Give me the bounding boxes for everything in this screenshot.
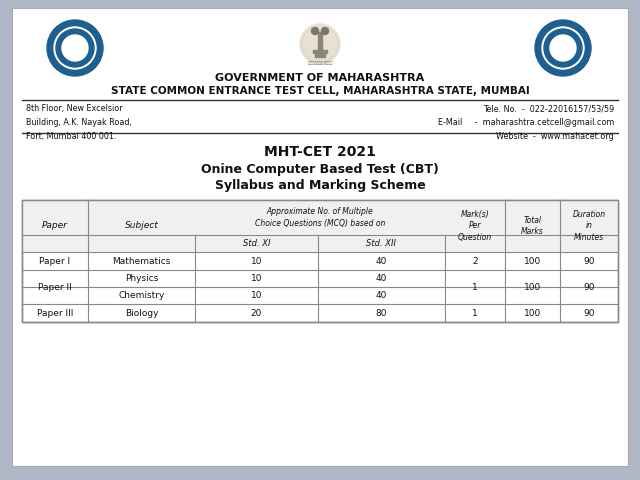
Text: 40: 40 — [376, 256, 387, 265]
Text: CET: CET — [67, 41, 83, 50]
Text: MHT-CET 2021: MHT-CET 2021 — [264, 145, 376, 159]
Text: Paper III: Paper III — [37, 309, 73, 317]
Circle shape — [47, 20, 103, 76]
Text: Biology: Biology — [125, 309, 158, 317]
Bar — [22, 200, 618, 322]
Circle shape — [542, 27, 584, 69]
Bar — [318, 32, 322, 50]
Text: 100: 100 — [524, 283, 541, 291]
Text: Paper II: Paper II — [38, 283, 72, 291]
Text: 10: 10 — [251, 291, 262, 300]
Text: 1: 1 — [472, 309, 478, 317]
Text: Approximate No. of Multiple
Choice Questions (MCQ) based on: Approximate No. of Multiple Choice Quest… — [255, 207, 385, 228]
Circle shape — [535, 20, 591, 76]
Text: STATE COMMON ENTRANCE TEST CELL, MAHARASHTRA STATE, MUMBAI: STATE COMMON ENTRANCE TEST CELL, MAHARAS… — [111, 86, 529, 96]
Text: Tele. No.  -  022-22016157/53/59
E-Mail     -  maharashtra.cetcell@gmail.com
Web: Tele. No. - 022-22016157/53/59 E-Mail - … — [438, 104, 614, 141]
Circle shape — [550, 35, 576, 61]
Text: 80: 80 — [376, 309, 387, 317]
Text: सत्यमेव जयते: सत्यमेव जयते — [308, 61, 332, 65]
Text: 20: 20 — [251, 309, 262, 317]
Text: 90: 90 — [583, 283, 595, 291]
Text: Subject: Subject — [125, 221, 158, 230]
Text: 8th Floor, New Excelsior
Building, A.K. Nayak Road,
Fort, Mumbai 400 001.: 8th Floor, New Excelsior Building, A.K. … — [26, 104, 132, 141]
Circle shape — [300, 24, 340, 64]
Circle shape — [62, 35, 88, 61]
Text: Duration
in
Minutes: Duration in Minutes — [572, 210, 605, 242]
Bar — [315, 53, 325, 57]
Text: 10: 10 — [251, 256, 262, 265]
Text: Physics: Physics — [125, 274, 158, 283]
Text: GOVERNMENT OF MAHARASHTRA: GOVERNMENT OF MAHARASHTRA — [216, 73, 424, 83]
Bar — [22, 200, 618, 322]
Circle shape — [321, 27, 328, 35]
Text: 90: 90 — [583, 256, 595, 265]
Text: Mark(s)
Per
Question: Mark(s) Per Question — [458, 210, 492, 242]
Text: 40: 40 — [376, 291, 387, 300]
Text: Paper I: Paper I — [40, 256, 70, 265]
Circle shape — [312, 27, 319, 35]
Text: Onine Computer Based Test (CBT): Onine Computer Based Test (CBT) — [201, 164, 439, 177]
Text: ARA: ARA — [554, 44, 572, 52]
Text: 100: 100 — [524, 256, 541, 265]
Text: 100: 100 — [524, 309, 541, 317]
Text: Mathematics: Mathematics — [112, 256, 171, 265]
Circle shape — [544, 29, 582, 67]
Text: Paper: Paper — [42, 221, 68, 230]
Text: Chemistry: Chemistry — [118, 291, 164, 300]
FancyBboxPatch shape — [12, 8, 628, 466]
Text: 2: 2 — [472, 256, 478, 265]
Bar — [313, 50, 327, 53]
Text: Std. XI: Std. XI — [243, 239, 270, 248]
Text: Std. XII: Std. XII — [367, 239, 397, 248]
Text: Total
Marks: Total Marks — [521, 216, 544, 237]
Text: Syllabus and Marking Scheme: Syllabus and Marking Scheme — [214, 180, 426, 192]
Text: 90: 90 — [583, 309, 595, 317]
Text: 1: 1 — [472, 283, 478, 291]
Text: 10: 10 — [251, 274, 262, 283]
Text: 40: 40 — [376, 274, 387, 283]
Circle shape — [54, 27, 96, 69]
Circle shape — [56, 29, 94, 67]
Bar — [22, 200, 618, 252]
